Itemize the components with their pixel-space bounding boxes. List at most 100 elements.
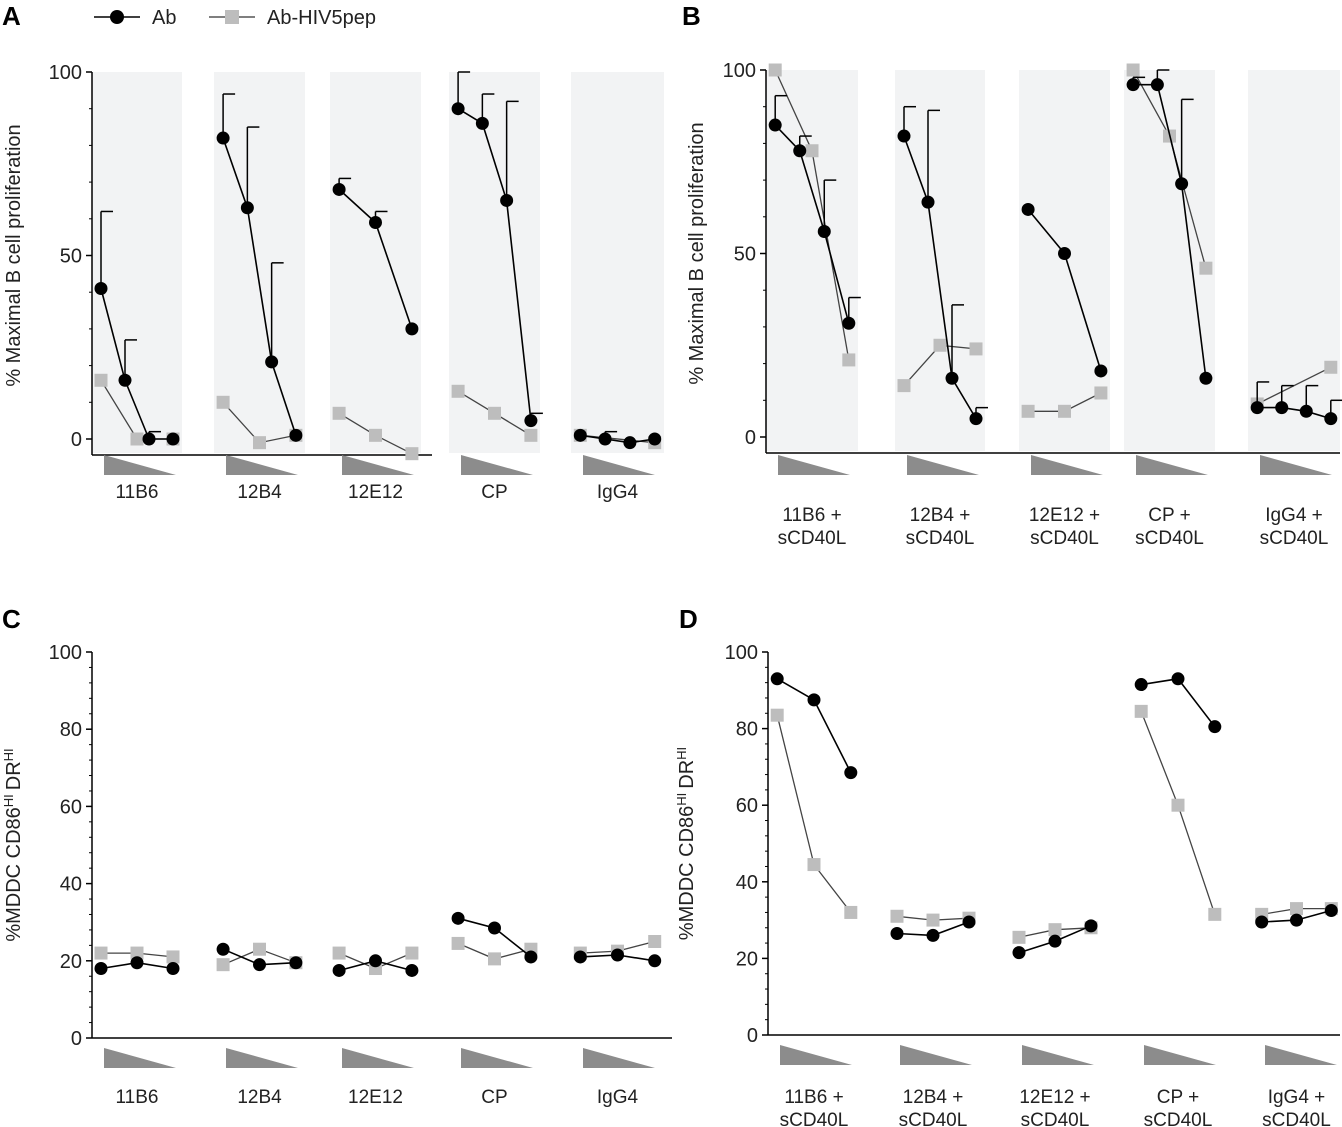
panel-d-ab-point (1134, 678, 1148, 692)
panel-d-y-tick-label-1: 20 (736, 948, 758, 970)
panel-d-ab-point (1324, 904, 1338, 918)
panel-b-y-tick-label-0: 0 (745, 427, 756, 449)
panel-d-pep-point (1134, 704, 1148, 718)
panel-d-pep-point (770, 708, 784, 722)
panel-b-dose-wedge-3 (1136, 455, 1208, 475)
panel-d-ab-point (770, 672, 784, 686)
panel-b-ab-point (1199, 371, 1213, 385)
panel-b-ab-point (842, 316, 856, 330)
panel-a-ab-point (475, 116, 489, 130)
panel-b-y-axis-label: % Maximal B cell proliferation (686, 122, 708, 384)
panel-b-ab-line-1 (903, 135, 977, 420)
panel-b-pep-point (1324, 360, 1338, 374)
panel-c-pep-point (130, 946, 144, 960)
panel-a-ab-point (369, 215, 382, 229)
panel-c-pep-point (488, 952, 501, 966)
panel-b-ab-point (1324, 412, 1338, 426)
panel-d-ab-point (1084, 919, 1098, 933)
panel-d-y-axis-label-tail: DR (676, 760, 698, 789)
panel-c-ab-point (524, 950, 538, 964)
panel-c-category-label-2: 12E12 (348, 1087, 403, 1108)
panel-c-y-axis-label-main: %MDDC CD86 (3, 807, 25, 941)
panel-c-pep-point (405, 946, 419, 960)
panel-a-ab-point (451, 102, 465, 116)
panel-d-ab-point (926, 928, 940, 942)
panel-b-pep-point (805, 144, 819, 158)
panel-b-pep-point (1094, 386, 1108, 400)
panel-d-y-tick-label-5: 100 (725, 642, 758, 664)
panel-d-y-tick-label-2: 40 (736, 872, 758, 894)
panel-c-category-label-0: 11B6 (116, 1087, 159, 1108)
panel-d-category-label-4: sCD40L (1262, 1110, 1331, 1127)
panel-c-ab-point (94, 962, 108, 976)
panel-b-category-label-3: CP + (1148, 505, 1190, 526)
panel-d-y-tick-label-3: 60 (736, 795, 758, 817)
panel-b-category-label-2: sCD40L (1030, 528, 1099, 549)
panel-c-ab-point (216, 942, 230, 956)
panel-d-category-label-1: 12B4 + (903, 1087, 964, 1108)
panel-b-ab-point (1094, 364, 1108, 378)
panel-c-y-tick-label-1: 20 (60, 951, 82, 973)
legend-ab-label: Ab (152, 7, 176, 29)
panel-b-dose-wedge-1 (907, 455, 979, 475)
panel-c-ab-point (488, 921, 501, 935)
panel-d-y-tick-label-4: 80 (736, 719, 758, 741)
panel-c-y-axis-label-sup2: HI (1, 748, 16, 761)
panel-c-ab-point (648, 954, 662, 968)
panel-d-ab-point (890, 927, 904, 941)
panel-a-pep-point (405, 447, 419, 461)
panel-a-ab-point (289, 428, 303, 442)
panel-c-category-label-1: 12B4 (237, 1087, 282, 1108)
panel-b-ab-line-0 (774, 124, 850, 324)
panel-c-y-tick-label-5: 100 (49, 642, 82, 664)
panel-d-ab-point (962, 915, 976, 929)
panel-a-ab-point (166, 432, 180, 446)
panel-d-pep-point (1290, 902, 1303, 916)
panel-a-dose-wedge-3 (461, 455, 533, 475)
panel-b-category-label-0: 11B6 + (782, 505, 841, 526)
panel-c-pep-point (166, 950, 180, 964)
panel-a-ab-point (598, 432, 612, 446)
panel-c-pep-point (451, 936, 465, 950)
panel-letter-b: B (682, 1, 701, 31)
panel-d-category-label-1: sCD40L (899, 1110, 968, 1127)
panel-c-ab-point (253, 958, 266, 972)
panel-d-category-label-2: 12E12 + (1019, 1087, 1090, 1108)
panel-b-pep-point (969, 342, 983, 356)
panel-a-ab-point (405, 322, 419, 336)
panel-d-ab-point (1171, 672, 1185, 686)
panel-a-category-label-1: 12B4 (237, 482, 282, 503)
panel-letter-c: C (2, 604, 21, 634)
panel-c-ab-point (573, 950, 587, 964)
panel-b-y-tick-label-1: 50 (734, 244, 756, 266)
panel-d-ab-point (1048, 934, 1062, 948)
panel-b-category-label-3: sCD40L (1135, 528, 1204, 549)
panel-a-pep-point (488, 406, 501, 420)
panel-d-pep-line-3 (1140, 711, 1216, 915)
panel-a-pep-point (253, 436, 266, 450)
panel-c-category-label-4: IgG4 (597, 1087, 639, 1108)
panel-c-pep-point (253, 942, 266, 956)
panel-c-y-tick-label-2: 40 (60, 874, 82, 896)
panel-d-y-tick-label-0: 0 (747, 1025, 758, 1047)
panel-c-pep-point (94, 946, 108, 960)
panel-d-dose-wedge-1 (900, 1045, 972, 1065)
panel-d-category-label-2: sCD40L (1021, 1110, 1090, 1127)
panel-a: 0 50 100 % Maximal B cell proliferation 11B6… (3, 62, 664, 503)
panel-c-dose-wedge-1 (226, 1048, 298, 1068)
panel-b-ab-point (1175, 177, 1189, 191)
panel-d-pep-point (1048, 923, 1062, 937)
panel-c-dose-wedge-4 (583, 1048, 655, 1068)
panel-d-ab-point (1290, 913, 1303, 927)
panel-b-ab-line-4 (1257, 406, 1332, 420)
legend: Ab Ab-HIV5pep (94, 7, 376, 29)
panel-a-y-tick-label-2: 100 (49, 62, 82, 84)
panel-b-ab-point (969, 412, 983, 426)
panel-b-dose-wedge-4 (1260, 455, 1332, 475)
panel-b-band-1 (895, 70, 985, 451)
panel-b-pep-point (1058, 404, 1071, 418)
panel-a-ab-line-0 (100, 288, 173, 440)
panel-b: 0 50 100 % Maximal B cell proliferation 11B6… (686, 60, 1342, 549)
panel-a-dose-wedge-1 (226, 455, 298, 475)
panel-d-ab-point (1255, 915, 1269, 929)
